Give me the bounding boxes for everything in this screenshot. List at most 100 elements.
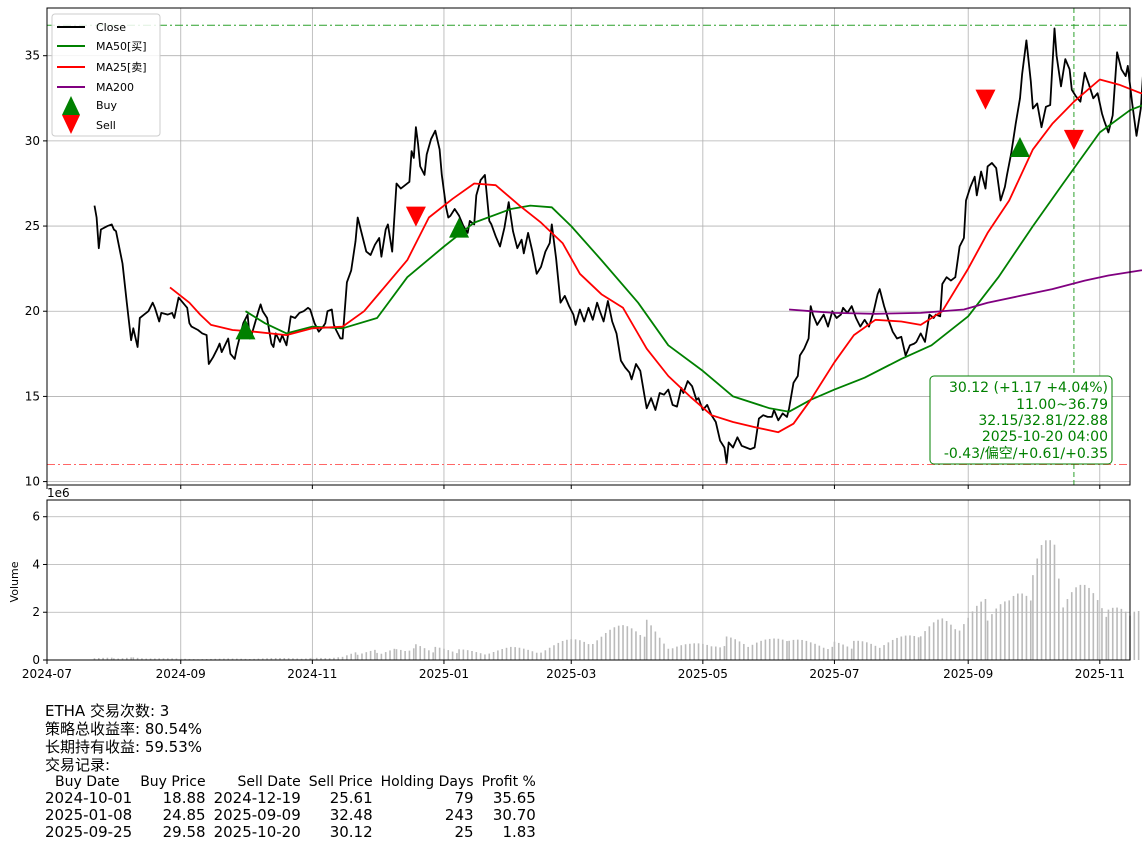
volume-bar — [1029, 600, 1032, 660]
volume-bar — [579, 640, 581, 660]
price-y-tick-label: 25 — [25, 219, 40, 233]
volume-bar — [1111, 607, 1114, 660]
volume-bar — [887, 642, 890, 660]
volume-bar — [154, 658, 156, 660]
volume-bar — [671, 648, 674, 660]
volume-bar — [1017, 593, 1019, 660]
cell-buy-date: 2025-09-25 — [45, 823, 133, 841]
volume-panel: 0 2 4 6 2024-07 2024-09 2024-11 2025-01 2025-03… — [8, 486, 1140, 681]
volume-bar — [1092, 593, 1095, 660]
volume-bar — [937, 619, 939, 660]
cell-sell-price: 30.12 — [329, 823, 373, 841]
volume-bar — [428, 650, 430, 660]
legend-label-ma200: MA200 — [96, 81, 134, 94]
volume-bar — [796, 639, 799, 660]
volume-bar — [432, 652, 434, 660]
buy-marker — [1009, 137, 1030, 158]
volume-bar — [684, 644, 687, 660]
volume-bar — [1070, 592, 1073, 660]
cell-profit: 30.70 — [492, 806, 536, 824]
buy-marker — [449, 217, 470, 238]
volume-bar — [132, 657, 135, 660]
volume-x-ticks: 2024-07 2024-09 2024-11 2025-01 2025-03 2025-… — [22, 660, 1125, 681]
volume-bar — [693, 643, 696, 660]
volume-bar — [279, 658, 281, 660]
stats-trade-log-title: 交易记录: — [45, 756, 111, 774]
volume-bar — [484, 654, 486, 660]
volume-bar — [337, 657, 340, 660]
volume-bar — [991, 614, 993, 660]
volume-bar — [788, 640, 790, 660]
volume-bar — [777, 638, 780, 660]
header-buy-price: Buy Price — [140, 774, 206, 790]
trade-markers — [235, 89, 1084, 340]
volume-bar — [874, 645, 877, 660]
volume-bar — [423, 648, 426, 660]
legend-sell-icon — [62, 115, 80, 134]
volume-bar — [643, 636, 646, 660]
volume-bar — [471, 651, 473, 660]
volume-bar — [833, 641, 836, 660]
volume-bar — [583, 641, 585, 660]
volume-bar — [462, 649, 465, 660]
volume-bar — [801, 639, 803, 660]
volume-bar — [1004, 601, 1006, 660]
volume-bar — [630, 628, 633, 660]
volume-bar — [645, 619, 648, 660]
volume-bar — [1096, 600, 1099, 660]
volume-bar — [175, 658, 178, 660]
cell-profit: 35.65 — [492, 789, 536, 807]
volume-bar — [527, 649, 529, 660]
volume-bar — [725, 636, 728, 660]
volume-plot-frame — [46, 499, 1131, 661]
volume-bar — [384, 652, 387, 660]
volume-bar — [1045, 540, 1047, 660]
volume-bar — [913, 635, 916, 660]
x-tick-label: 2025-07 — [809, 667, 859, 681]
price-plot-frame — [46, 7, 1131, 486]
volume-bar — [419, 646, 422, 660]
legend[interactable]: Close MA50[买] MA25[卖] MA200 Buy Sell — [51, 13, 161, 137]
volume-bar — [570, 639, 573, 660]
volume-bar — [557, 642, 560, 660]
volume-bar — [451, 651, 454, 660]
volume-bar — [773, 638, 775, 660]
volume-bar — [870, 643, 872, 660]
volume-bar — [846, 646, 849, 660]
volume-bar — [781, 639, 784, 660]
volume-bar — [227, 658, 230, 660]
volume-bar — [755, 642, 758, 660]
volume-bar — [184, 658, 186, 660]
volume-bar — [141, 658, 143, 660]
volume-bar — [764, 639, 767, 660]
volume-bar — [609, 629, 611, 660]
volume-bar — [566, 639, 568, 660]
price-panel: 10 15 20 25 30 35 Close MA50[买] MA25[卖] MA200… — [25, 7, 1142, 660]
annotation-line-1: 30.12 (+1.17 +4.04%) — [949, 380, 1108, 396]
volume-bar — [1012, 595, 1015, 660]
cell-holding-days: 243 — [444, 806, 474, 824]
volume-bar — [1062, 607, 1064, 660]
cell-sell-date: 2025-10-20 — [213, 823, 301, 841]
cell-sell-date: 2025-09-09 — [213, 806, 301, 824]
volume-bar — [1124, 611, 1127, 660]
volume-bar — [97, 658, 100, 660]
volume-bar — [676, 646, 678, 660]
volume-bar — [710, 646, 713, 660]
volume-bar — [904, 635, 907, 660]
volume-bar — [850, 648, 853, 660]
table-row: 2025-09-25 29.58 2025-10-20 30.12 25 1.8… — [45, 824, 540, 841]
volume-bar — [296, 658, 299, 660]
volume-bar — [1120, 608, 1123, 660]
stats-hold-return: 长期持有收益: 59.53% — [45, 738, 203, 756]
volume-bar — [596, 640, 598, 660]
price-y-tick-label: 35 — [25, 49, 40, 63]
volume-bar — [702, 643, 704, 660]
annotation-line-3: 32.15/32.81/22.88 — [978, 413, 1108, 429]
volume-bar — [980, 601, 982, 660]
volume-bar — [995, 608, 998, 660]
volume-bar — [261, 658, 264, 660]
table-row: 2025-01-08 24.85 2025-09-09 32.48 243 30… — [45, 807, 540, 824]
volume-bar — [548, 647, 551, 660]
